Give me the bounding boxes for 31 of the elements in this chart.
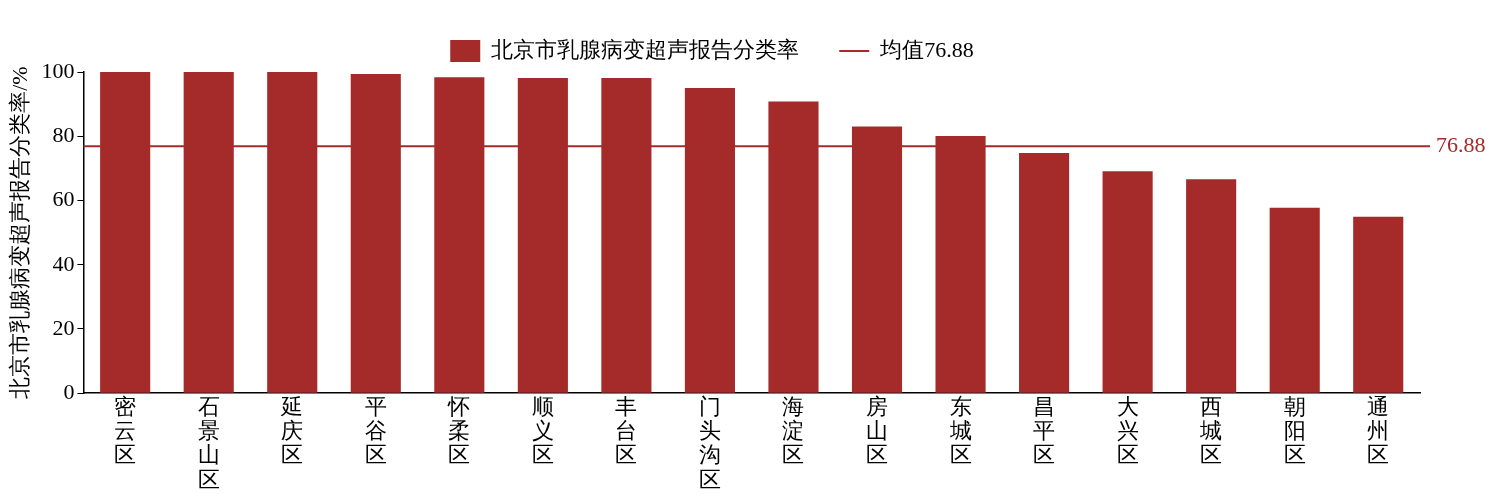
legend-label: 北京市乳腺病变超声报告分类率 [491,36,800,62]
x-tick-label: 东城区 [948,394,972,468]
x-tick-label: 朝阳区 [1283,394,1306,468]
x-tick-label: 门头沟区 [698,394,721,492]
x-tick-label: 顺义区 [531,394,554,468]
bar [1019,152,1070,393]
bar [1186,179,1237,393]
bar [1353,216,1404,393]
x-tick-label: 延庆区 [280,394,304,468]
x-tick-label: 西城区 [1199,394,1223,468]
ref-line-label: 76.88 [1436,132,1486,158]
x-tick-label: 大兴区 [1116,394,1139,468]
x-tick-label: 平谷区 [364,394,387,468]
x-tick-label: 海淀区 [782,394,805,468]
x-tick-label: 丰台区 [615,394,638,468]
bar [1102,171,1153,393]
x-tick-label: 石景山区 [197,394,220,492]
y-tick-label: 100 [41,57,75,83]
x-tick-label: 昌平区 [1033,394,1056,468]
x-tick-label: 密云区 [114,394,137,468]
y-tick-label: 0 [63,378,75,404]
y-axis-title: 北京市乳腺病变超声报告分类率/% [6,66,32,399]
y-tick-label: 60 [52,186,75,212]
x-tick-label: 通州区 [1367,394,1390,468]
y-tick-label: 40 [52,250,75,276]
y-tick-label: 20 [52,314,75,340]
bar [1269,207,1320,393]
y-tick-label: 80 [52,122,75,148]
x-tick-label: 房山区 [866,394,889,468]
x-tick-label: 怀柔区 [447,394,471,468]
text: 均值76.88 [879,36,974,62]
